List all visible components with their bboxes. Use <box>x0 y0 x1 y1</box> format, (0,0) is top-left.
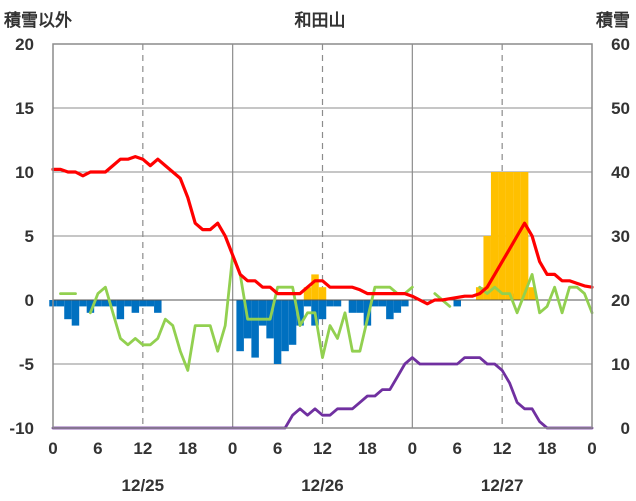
bar <box>147 300 154 306</box>
bar <box>379 300 386 306</box>
bar <box>274 300 281 364</box>
x-tick-label: 18 <box>178 439 197 458</box>
x-tick-label: 18 <box>538 439 557 458</box>
bar <box>236 300 243 351</box>
bar <box>64 300 71 319</box>
date-label: 12/26 <box>301 476 344 495</box>
bar <box>124 300 131 306</box>
bar <box>319 287 326 300</box>
bar <box>334 300 341 306</box>
x-tick-label: 12 <box>133 439 152 458</box>
bar <box>386 300 393 319</box>
left-tick-label: 0 <box>25 291 34 310</box>
left-tick-label: -10 <box>9 419 34 438</box>
right-axis-label: 積雪 <box>596 10 630 30</box>
right-tick-label: 60 <box>611 35 630 54</box>
x-tick-label: 6 <box>273 439 282 458</box>
x-tick-label: 0 <box>48 439 57 458</box>
x-tick-label: 12 <box>313 439 332 458</box>
date-label: 12/27 <box>481 476 524 495</box>
bar <box>506 172 513 300</box>
bar <box>132 300 139 313</box>
bar <box>139 300 146 306</box>
x-tick-label: 0 <box>228 439 237 458</box>
bar <box>57 300 64 306</box>
x-tick-label: 18 <box>358 439 377 458</box>
bar <box>311 274 318 300</box>
right-tick-label: 20 <box>611 291 630 310</box>
x-tick-label: 0 <box>587 439 596 458</box>
right-tick-label: 30 <box>611 227 630 246</box>
x-tick-label: 0 <box>408 439 417 458</box>
bar <box>401 300 408 306</box>
bar <box>72 300 79 326</box>
left-tick-label: 20 <box>15 35 34 54</box>
bar <box>454 300 461 306</box>
date-label: 12/25 <box>122 476 165 495</box>
bar <box>349 300 356 313</box>
bar <box>356 300 363 313</box>
bar <box>259 300 266 326</box>
x-tick-label: 6 <box>93 439 102 458</box>
left-tick-label: 15 <box>15 99 34 118</box>
bar <box>326 300 333 306</box>
right-tick-label: 10 <box>611 355 630 374</box>
x-tick-label: 6 <box>453 439 462 458</box>
right-tick-label: 0 <box>621 419 630 438</box>
bar <box>117 300 124 319</box>
bar <box>394 300 401 313</box>
bar <box>79 300 86 306</box>
chart-title: 和田山 <box>295 11 346 30</box>
right-tick-label: 50 <box>611 99 630 118</box>
right-tick-label: 40 <box>611 163 630 182</box>
left-tick-label: 5 <box>25 227 34 246</box>
left-tick-label: -5 <box>19 355 34 374</box>
bar <box>521 172 528 300</box>
bar <box>304 300 311 306</box>
left-axis-label: 積雪以外 <box>4 10 72 30</box>
bar <box>281 300 288 351</box>
left-tick-label: 10 <box>15 163 34 182</box>
x-tick-label: 12 <box>493 439 512 458</box>
bar <box>319 300 326 319</box>
bar <box>251 300 258 358</box>
bar <box>498 172 505 300</box>
bar <box>154 300 161 313</box>
